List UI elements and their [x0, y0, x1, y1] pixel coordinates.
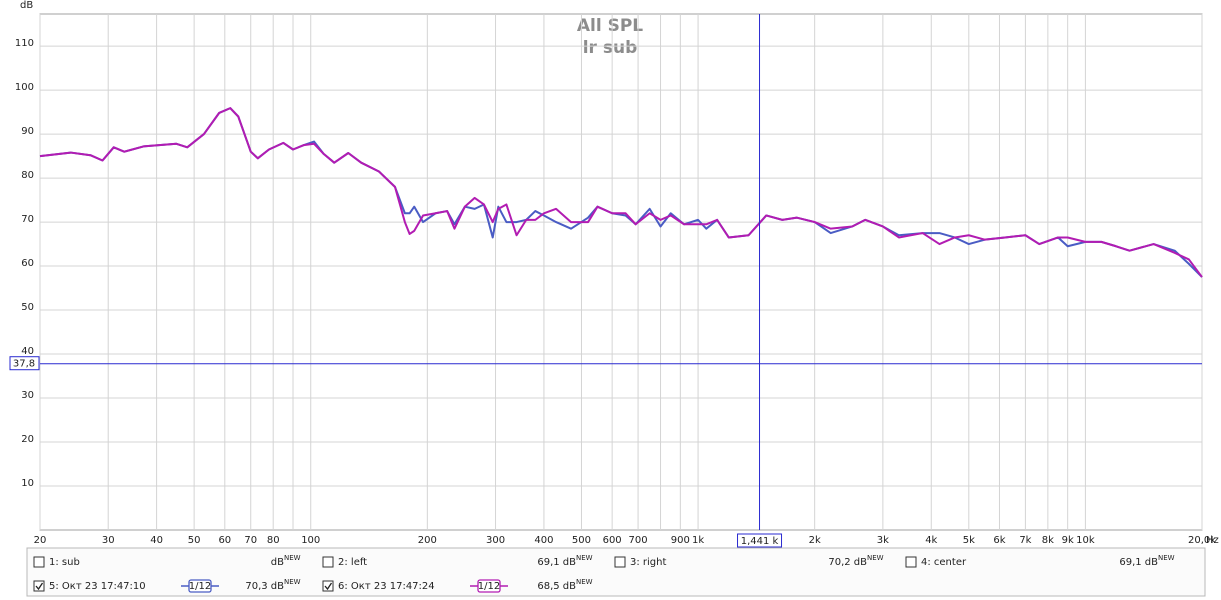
plot-area: [39, 13, 1203, 531]
legend-checkbox[interactable]: [33, 580, 45, 592]
y-tick-label: 60: [21, 258, 34, 269]
x-tick-label: 70: [244, 535, 257, 546]
legend-badge: NEW: [284, 554, 301, 562]
x-tick-label: 9k: [1062, 535, 1074, 546]
legend-checkbox[interactable]: [322, 580, 334, 592]
smoothing-label: 1/12: [478, 581, 500, 592]
smoothing-box: [477, 579, 501, 593]
legend-badge: NEW: [867, 554, 884, 562]
legend-level: dB: [271, 557, 284, 568]
x-tick-label: 80: [267, 535, 280, 546]
x-tick-label: 900: [671, 535, 690, 546]
checkbox-box: [322, 556, 334, 568]
x-tick-label: 30: [102, 535, 115, 546]
legend-level-value: 69,1 dB: [1119, 557, 1158, 568]
x-tick-label: 7k: [1019, 535, 1031, 546]
x-tick-label: 40: [150, 535, 163, 546]
legend-level: 69,1 dB: [537, 557, 576, 568]
legend-checkbox[interactable]: [33, 556, 45, 568]
y-tick-label: 20: [21, 434, 34, 445]
legend-badge: NEW: [1158, 554, 1175, 562]
x-tick-label: 10k: [1076, 535, 1095, 546]
x-tick-label: 100: [301, 535, 320, 546]
cursor-x-box: [737, 533, 783, 548]
x-tick-label: 3k: [877, 535, 889, 546]
cursor-x-label: 1,441 k: [741, 536, 779, 547]
legend-badge: NEW: [576, 578, 593, 586]
checkbox-box: [33, 580, 45, 592]
checkbox-check: [324, 582, 333, 591]
checkbox-box: [322, 580, 334, 592]
legend-checkbox[interactable]: [322, 556, 334, 568]
legend-panel: [26, 547, 1206, 597]
x-tick-label: 20: [34, 535, 47, 546]
chart-subtitle: lr sub: [583, 38, 638, 58]
y-tick-label: 80: [21, 170, 34, 181]
x-tick-label: 400: [534, 535, 553, 546]
smoothing-label: 1/12: [189, 581, 211, 592]
x-tick-label: 4k: [925, 535, 937, 546]
legend-level-value: 69,1 dB: [537, 557, 576, 568]
x-tick-label: 700: [629, 535, 648, 546]
checkbox-box: [905, 556, 917, 568]
legend-name: 5: Окт 23 17:47:10: [49, 581, 146, 592]
y-tick-label: 10: [21, 478, 34, 489]
x-tick-label: 1k: [692, 535, 704, 546]
x-unit: Hz: [1206, 535, 1219, 546]
x-tick-label: 6k: [993, 535, 1005, 546]
y-tick-label: 40: [21, 346, 34, 357]
smoothing-box: [188, 579, 212, 593]
x-tick-label: 50: [188, 535, 201, 546]
legend-badge: NEW: [576, 554, 593, 562]
checkbox-check: [35, 582, 44, 591]
y-unit: dB: [20, 0, 33, 11]
legend-level: 68,5 dB: [537, 581, 576, 592]
checkbox-box: [33, 556, 45, 568]
legend-name: 1: sub: [49, 557, 80, 568]
y-tick-label: 50: [21, 302, 34, 313]
x-tick-label: 200: [418, 535, 437, 546]
legend-name: 4: center: [921, 557, 967, 568]
legend-level: 69,1 dB: [1119, 557, 1158, 568]
y-tick-label: 110: [15, 38, 34, 49]
legend-name: 2: left: [338, 557, 367, 568]
legend-name: 3: right: [630, 557, 666, 568]
x-tick-label: 2k: [809, 535, 821, 546]
x-tick-label: 20,0k: [1188, 535, 1216, 546]
legend-checkbox[interactable]: [614, 556, 626, 568]
y-tick-label: 100: [15, 82, 34, 93]
x-tick-label: 600: [603, 535, 622, 546]
y-tick-label: 70: [21, 214, 34, 225]
x-tick-label: 60: [218, 535, 231, 546]
chart-title: All SPL: [577, 16, 643, 36]
legend-name: 6: Окт 23 17:47:24: [338, 581, 435, 592]
x-tick-label: 8k: [1042, 535, 1054, 546]
legend-badge: NEW: [284, 578, 301, 586]
legend-level-value: 70,2 dB: [828, 557, 867, 568]
y-tick-label: 30: [21, 390, 34, 401]
x-tick-label: 300: [486, 535, 505, 546]
spl-curve: [39, 107, 1203, 278]
y-tick-label: 90: [21, 126, 34, 137]
legend-level: 70,3 dB: [245, 581, 284, 592]
legend-level: 70,2 dB: [828, 557, 867, 568]
legend-checkbox[interactable]: [905, 556, 917, 568]
cursor-y-label: 37,8: [13, 359, 35, 370]
x-tick-label: 5k: [963, 535, 975, 546]
legend-level-value: dB: [271, 557, 284, 568]
legend-level-value: 70,3 dB: [245, 581, 284, 592]
cursor-y-box: [9, 356, 40, 371]
x-tick-label: 500: [572, 535, 591, 546]
checkbox-box: [614, 556, 626, 568]
legend-level-value: 68,5 dB: [537, 581, 576, 592]
